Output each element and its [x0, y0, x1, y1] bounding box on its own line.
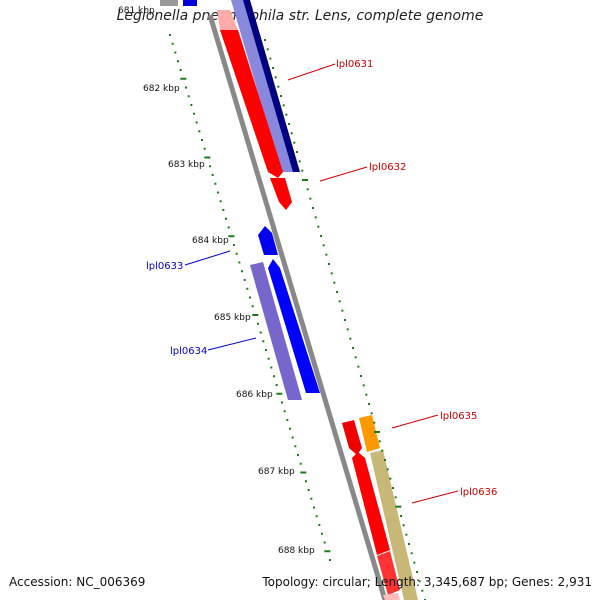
gene-lpl0634[interactable] [250, 259, 320, 400]
tick-label-685: 685 kbp [214, 313, 251, 323]
label-lpl0635: lpl0635 [391, 411, 477, 429]
label-lpl0634: lpl0634 [170, 337, 257, 357]
accession-text: Accession: NC_006369 [9, 575, 146, 589]
svg-text:lpl0633: lpl0633 [146, 261, 183, 272]
svg-text:lpl0632: lpl0632 [369, 162, 406, 173]
left-tick-track [169, 34, 331, 561]
svg-text:lpl0636: lpl0636 [460, 487, 497, 498]
label-lpl0632: lpl0632 [319, 162, 406, 182]
svg-text:lpl0631: lpl0631 [336, 59, 373, 70]
top-fragment-gray [160, 0, 178, 6]
gene-lpl0635[interactable] [342, 415, 380, 455]
label-lpl0636: lpl0636 [411, 487, 497, 504]
tick-label-683: 683 kbp [168, 160, 205, 170]
tick-label-687: 687 kbp [258, 467, 295, 477]
tick-label-686: 686 kbp [236, 390, 273, 400]
top-fragment-blue [183, 0, 197, 6]
tick-label-684: 684 kbp [192, 236, 229, 246]
genome-summary-text: Topology: circular; Length: 3,345,687 bp… [262, 575, 592, 589]
map-title: Legionella pneumophila str. Lens, comple… [116, 8, 484, 24]
tick-labels: 682 kbp 683 kbp 684 kbp 685 kbp 686 kbp 687 k… [143, 84, 315, 556]
tick-label-682: 682 kbp [143, 84, 180, 94]
genome-backbone [207, 14, 388, 600]
gene-lpl0632[interactable] [270, 178, 292, 210]
svg-text:681 kbp: 681 kbp [118, 6, 155, 16]
svg-text:lpl0634: lpl0634 [170, 346, 207, 357]
tick-label-688: 688 kbp [278, 546, 315, 556]
right-tick-track [264, 39, 426, 600]
svg-text:lpl0635: lpl0635 [440, 411, 477, 422]
label-lpl0631: lpl0631 [287, 59, 373, 81]
label-lpl0633: lpl0633 [146, 250, 231, 272]
gene-lpl0633[interactable] [258, 226, 278, 255]
gene-lpl0631[interactable] [217, 0, 300, 178]
gene-lpl0636[interactable] [352, 450, 418, 600]
